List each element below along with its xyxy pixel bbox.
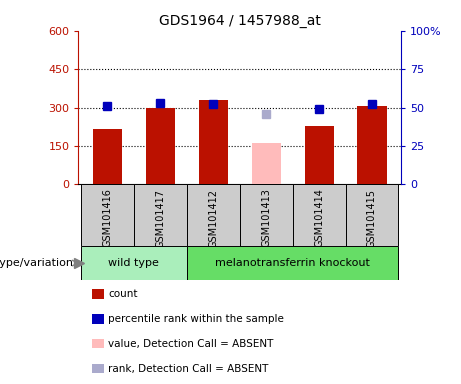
Bar — [346, 184, 398, 246]
Bar — [187, 246, 398, 280]
Title: GDS1964 / 1457988_at: GDS1964 / 1457988_at — [159, 14, 321, 28]
Bar — [293, 184, 346, 246]
Bar — [134, 184, 187, 246]
Text: wild type: wild type — [108, 258, 160, 268]
Text: GSM101415: GSM101415 — [367, 189, 377, 248]
Bar — [199, 100, 228, 184]
Text: GSM101414: GSM101414 — [314, 189, 324, 248]
Text: genotype/variation: genotype/variation — [0, 258, 74, 268]
Text: GSM101416: GSM101416 — [102, 189, 112, 248]
Bar — [81, 246, 187, 280]
Text: value, Detection Call = ABSENT: value, Detection Call = ABSENT — [108, 339, 274, 349]
Text: rank, Detection Call = ABSENT: rank, Detection Call = ABSENT — [108, 364, 269, 374]
Bar — [252, 143, 281, 184]
Bar — [357, 106, 386, 184]
Text: percentile rank within the sample: percentile rank within the sample — [108, 314, 284, 324]
Text: GSM101412: GSM101412 — [208, 189, 218, 248]
Bar — [146, 108, 175, 184]
Text: melanotransferrin knockout: melanotransferrin knockout — [215, 258, 370, 268]
Bar — [187, 184, 240, 246]
Bar — [93, 129, 122, 184]
Bar — [305, 126, 334, 184]
Text: GSM101417: GSM101417 — [155, 189, 165, 248]
Text: count: count — [108, 289, 138, 299]
Bar — [240, 184, 293, 246]
Bar — [81, 184, 134, 246]
Text: GSM101413: GSM101413 — [261, 189, 271, 248]
